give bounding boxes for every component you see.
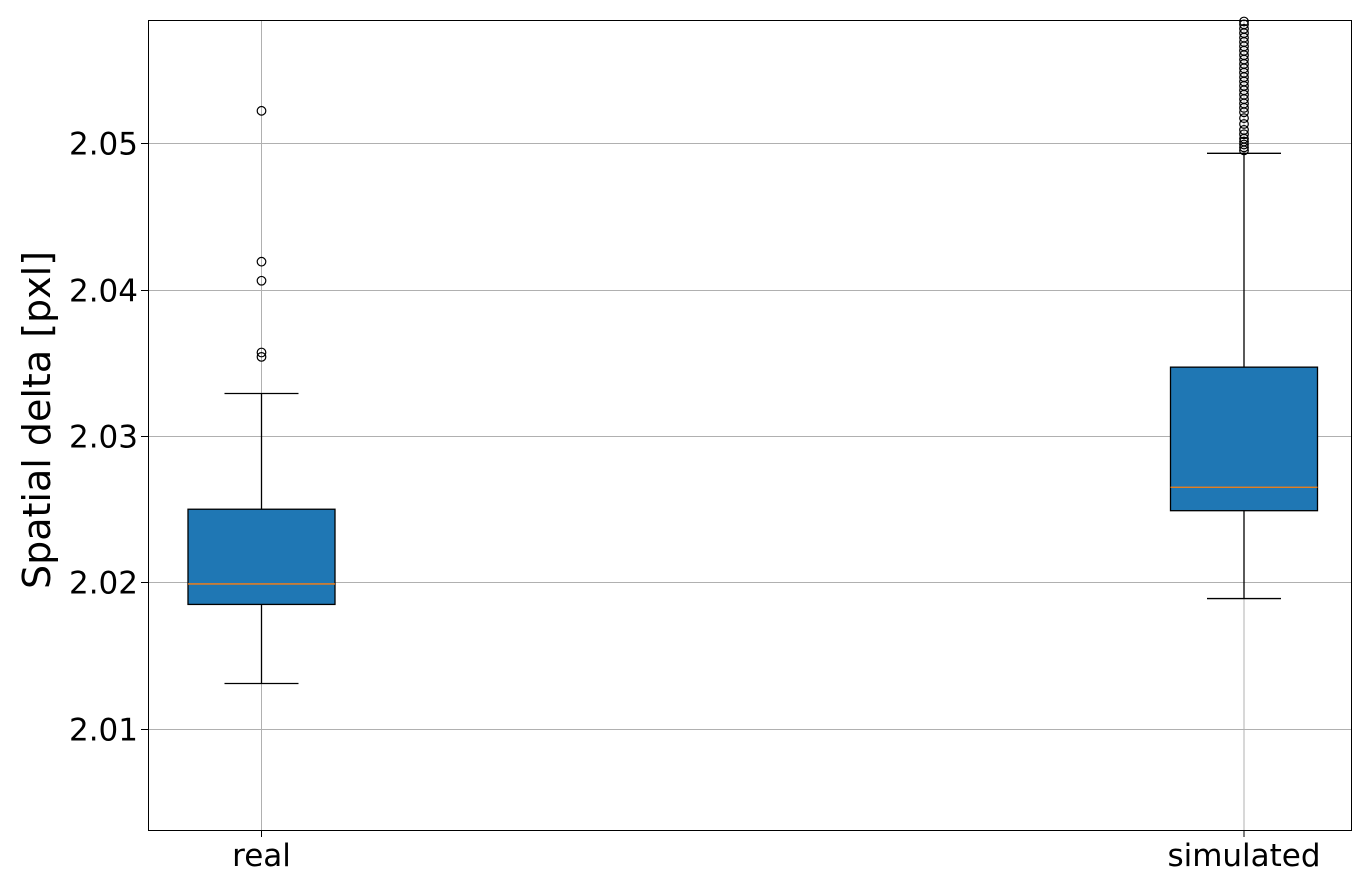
iqr-box <box>1169 366 1319 512</box>
outlier-point <box>1239 136 1249 147</box>
outlier-point <box>1239 113 1249 124</box>
box-real <box>187 105 336 685</box>
x-tick-label-real: real <box>232 838 291 874</box>
outlier-point <box>1239 23 1249 34</box>
iqr-box <box>187 508 336 606</box>
y-tick-label: 2.02 <box>69 566 138 602</box>
outlier-point <box>256 351 267 362</box>
outlier-point <box>1239 119 1249 129</box>
outlier-point <box>256 275 267 286</box>
y-axis-title: Spatial delta [pxl] <box>15 251 59 589</box>
x-tick-label-simulated: simulated <box>1167 838 1320 874</box>
outlier-point <box>256 347 267 358</box>
box-layer <box>187 16 1319 685</box>
tick-layer: 2.01 2.02 2.03 2.04 2.05 real simulated <box>69 127 1321 875</box>
outlier-point <box>1239 139 1249 150</box>
y-tick-label: 2.04 <box>69 274 138 310</box>
outlier-point <box>1239 124 1249 135</box>
outlier-point <box>256 105 267 116</box>
outlier-point <box>1239 16 1249 27</box>
y-tick-label: 2.05 <box>69 127 138 163</box>
plot-frame <box>148 20 1352 831</box>
outlier-point <box>1239 129 1249 140</box>
box-simulated <box>1169 16 1319 600</box>
y-tick-label: 2.03 <box>69 420 138 456</box>
y-tick-label: 2.01 <box>69 713 138 749</box>
outlier-point <box>256 256 267 267</box>
